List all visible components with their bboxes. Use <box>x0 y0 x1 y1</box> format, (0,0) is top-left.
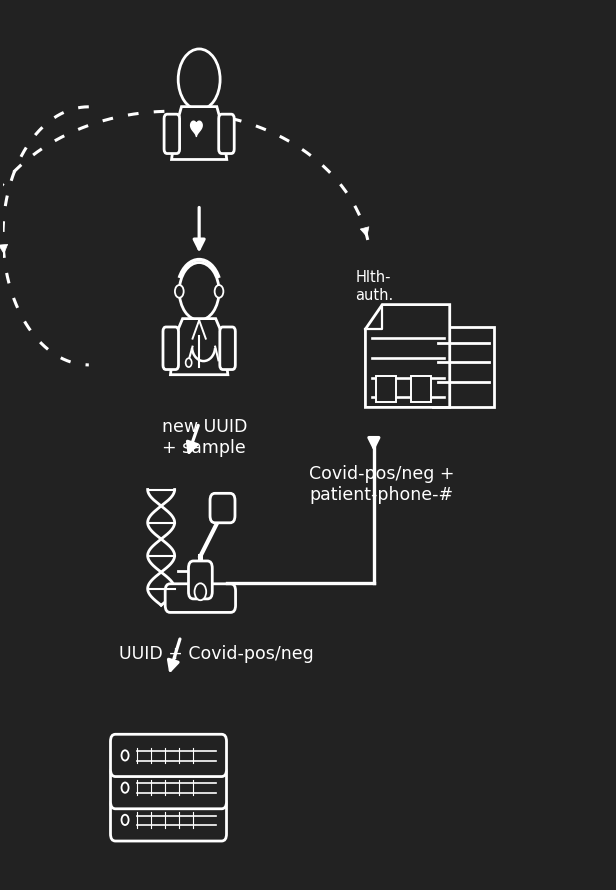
Polygon shape <box>365 304 450 408</box>
Circle shape <box>121 750 129 761</box>
FancyBboxPatch shape <box>165 584 235 612</box>
Circle shape <box>195 583 206 600</box>
Text: Hlth-
auth.: Hlth- auth. <box>355 271 394 303</box>
FancyBboxPatch shape <box>110 734 227 777</box>
FancyBboxPatch shape <box>376 376 395 401</box>
Circle shape <box>178 49 220 109</box>
FancyBboxPatch shape <box>210 493 235 522</box>
FancyBboxPatch shape <box>163 327 179 369</box>
Polygon shape <box>172 107 227 159</box>
FancyBboxPatch shape <box>188 561 213 599</box>
FancyBboxPatch shape <box>219 114 234 153</box>
FancyBboxPatch shape <box>110 798 227 841</box>
FancyBboxPatch shape <box>220 327 235 369</box>
Circle shape <box>121 782 129 793</box>
Polygon shape <box>171 319 228 375</box>
Circle shape <box>179 263 219 320</box>
Bar <box>433 328 493 408</box>
Text: UUID + Covid-pos/neg: UUID + Covid-pos/neg <box>120 645 314 663</box>
FancyBboxPatch shape <box>411 376 431 401</box>
Circle shape <box>214 285 224 298</box>
Polygon shape <box>190 121 202 136</box>
Circle shape <box>121 814 129 825</box>
FancyBboxPatch shape <box>110 766 227 809</box>
Text: Covid-pos/neg +
patient-phone-#: Covid-pos/neg + patient-phone-# <box>309 465 455 504</box>
Circle shape <box>175 285 184 298</box>
FancyBboxPatch shape <box>164 114 180 153</box>
Text: new UUID
+ sample: new UUID + sample <box>163 418 248 457</box>
Circle shape <box>185 359 192 367</box>
